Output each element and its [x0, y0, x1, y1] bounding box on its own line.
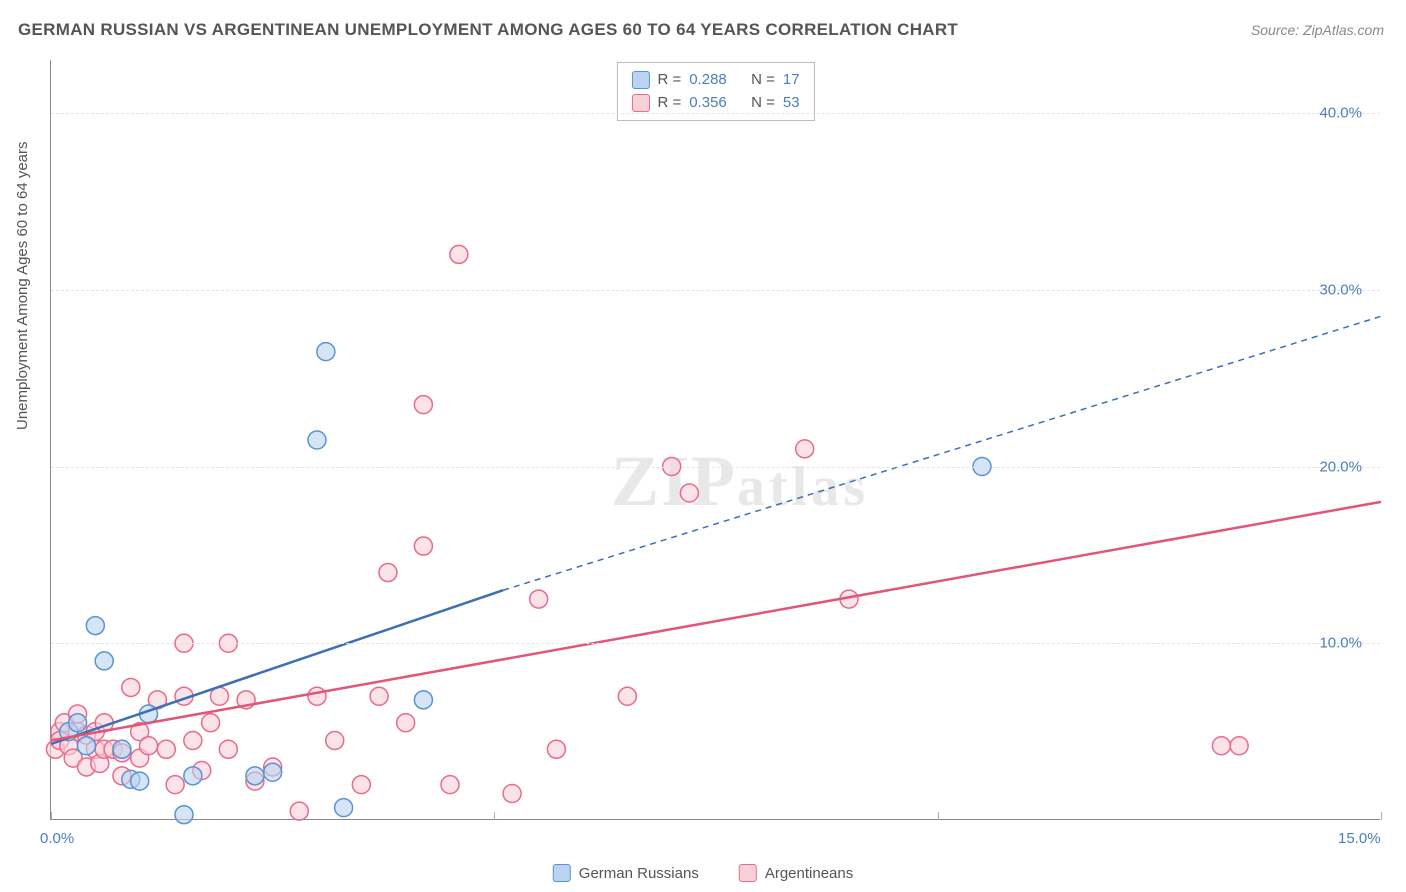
y-tick-label: 40.0%: [1319, 105, 1362, 122]
legend-series: German Russians Argentineans: [553, 864, 853, 882]
scatter-point: [202, 714, 220, 732]
chart-title: GERMAN RUSSIAN VS ARGENTINEAN UNEMPLOYME…: [18, 20, 958, 40]
y-tick-label: 30.0%: [1319, 281, 1362, 298]
swatch-pink-icon: [739, 864, 757, 882]
scatter-point: [414, 396, 432, 414]
scatter-point: [618, 687, 636, 705]
legend-item: German Russians: [553, 864, 699, 882]
scatter-point: [317, 343, 335, 361]
scatter-point: [352, 776, 370, 794]
scatter-point: [379, 564, 397, 582]
x-tick-label: 0.0%: [40, 830, 74, 850]
scatter-point: [547, 740, 565, 758]
scatter-point: [246, 767, 264, 785]
y-tick-label: 10.0%: [1319, 635, 1362, 652]
scatter-point: [1230, 737, 1248, 755]
scatter-point: [414, 537, 432, 555]
scatter-point: [77, 737, 95, 755]
scatter-point: [308, 687, 326, 705]
scatter-point: [86, 617, 104, 635]
scatter-point: [397, 714, 415, 732]
scatter-point: [308, 431, 326, 449]
scatter-point: [414, 691, 432, 709]
scatter-point: [335, 799, 353, 817]
source-attribution: Source: ZipAtlas.com: [1251, 22, 1384, 38]
legend-item: Argentineans: [739, 864, 853, 882]
scatter-svg: [51, 60, 1380, 819]
y-tick-label: 20.0%: [1319, 458, 1362, 475]
scatter-point: [264, 763, 282, 781]
scatter-point: [530, 590, 548, 608]
legend-label: German Russians: [579, 865, 699, 882]
gridline: [51, 290, 1380, 291]
x-tick: [51, 812, 52, 820]
scatter-point: [166, 776, 184, 794]
trendline: [51, 502, 1381, 741]
swatch-blue-icon: [553, 864, 571, 882]
scatter-point: [503, 784, 521, 802]
scatter-point: [113, 740, 131, 758]
gridline: [51, 467, 1380, 468]
x-tick: [494, 812, 495, 820]
x-tick-label: 15.0%: [1338, 830, 1381, 882]
scatter-point: [450, 245, 468, 263]
scatter-point: [184, 767, 202, 785]
scatter-point: [131, 772, 149, 790]
correlation-chart: GERMAN RUSSIAN VS ARGENTINEAN UNEMPLOYME…: [0, 0, 1406, 892]
plot-area: ZIPatlas R = 0.288 N = 17 R = 0.356 N = …: [50, 60, 1380, 820]
x-tick: [938, 812, 939, 820]
scatter-point: [290, 802, 308, 820]
scatter-point: [796, 440, 814, 458]
scatter-point: [370, 687, 388, 705]
scatter-point: [95, 652, 113, 670]
scatter-point: [1212, 737, 1230, 755]
gridline: [51, 113, 1380, 114]
scatter-point: [441, 776, 459, 794]
trendline-extrapolated: [503, 316, 1381, 590]
scatter-point: [184, 731, 202, 749]
scatter-point: [157, 740, 175, 758]
legend-label: Argentineans: [765, 865, 853, 882]
scatter-point: [140, 737, 158, 755]
scatter-point: [326, 731, 344, 749]
scatter-point: [680, 484, 698, 502]
y-axis-label: Unemployment Among Ages 60 to 64 years: [14, 141, 31, 430]
scatter-point: [69, 714, 87, 732]
scatter-point: [122, 678, 140, 696]
trendline: [51, 590, 503, 744]
scatter-point: [219, 740, 237, 758]
x-tick: [1381, 812, 1382, 820]
gridline: [51, 643, 1380, 644]
scatter-point: [175, 806, 193, 824]
